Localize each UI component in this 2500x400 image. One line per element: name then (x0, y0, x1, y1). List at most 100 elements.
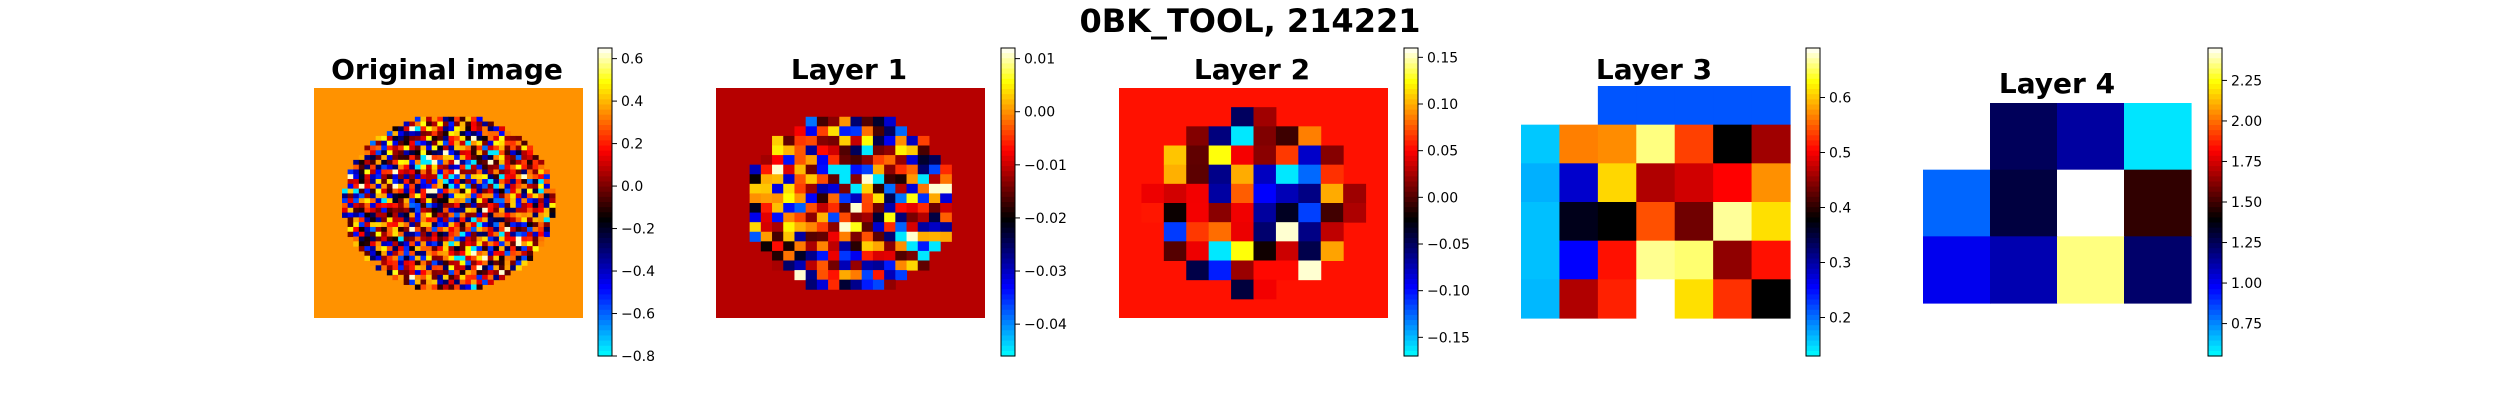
heatmap-cell (375, 179, 382, 185)
colorbar-gradient-step (598, 140, 612, 147)
heatmap-cell (543, 203, 550, 209)
colorbar-gradient-step (1404, 340, 1418, 347)
heatmap-cell (805, 126, 818, 137)
heatmap-cell (895, 250, 908, 261)
heatmap-cell (437, 159, 444, 166)
heatmap-cell (850, 164, 863, 175)
heatmap-cell (940, 212, 952, 223)
heatmap-cell (342, 207, 349, 214)
heatmap-cell (850, 270, 863, 281)
heatmap-cell (928, 212, 941, 223)
heatmap-cell (420, 164, 427, 170)
heatmap-cell (414, 246, 421, 252)
heatmap-cell (526, 174, 534, 180)
heatmap-cell (403, 164, 410, 170)
heatmap-cell (487, 270, 494, 276)
heatmap-cell (498, 207, 506, 214)
heatmap-cell (364, 226, 371, 233)
heatmap-cell (470, 121, 478, 127)
heatmap-cell (498, 222, 506, 228)
colorbar-gradient-step (598, 135, 612, 141)
heatmap-cell (482, 236, 489, 242)
colorbar-gradient-step (2208, 207, 2222, 213)
heatmap-cell (510, 203, 517, 209)
heatmap-cell (839, 145, 851, 156)
colorbar-gradient-step (1806, 73, 1820, 80)
heatmap-cell (1298, 164, 1322, 185)
heatmap-cell (437, 231, 444, 238)
heatmap-cell (398, 260, 405, 266)
heatmap-cell (409, 241, 416, 247)
heatmap-cell (454, 169, 461, 175)
heatmap-cell (532, 198, 539, 204)
heatmap-cell (470, 236, 478, 242)
heatmap-cell (342, 212, 349, 218)
heatmap-cell (917, 260, 930, 271)
colorbar-frame (1000, 47, 1016, 357)
heatmap-cell (510, 188, 517, 194)
heatmap-cell (526, 255, 534, 261)
heatmap-cell (358, 183, 365, 190)
colorbar-gradient-step (598, 181, 612, 188)
heatmap-cell (1597, 240, 1637, 280)
heatmap-cell (426, 131, 433, 137)
colorbar-tick-label: −0.6 (621, 307, 655, 323)
heatmap-cell (420, 121, 427, 127)
heatmap-cell (398, 226, 405, 233)
heatmap-cell (532, 159, 539, 166)
colorbar-gradient-step (1806, 196, 1820, 203)
heatmap-cell (526, 250, 534, 257)
heatmap-cell (403, 236, 410, 242)
heatmap-cell (760, 231, 773, 242)
heatmap-cell (370, 207, 377, 214)
colorbar-gradient-step (1404, 279, 1418, 285)
heatmap-cell (839, 183, 851, 194)
heatmap-cell (470, 260, 478, 266)
colorbar-gradient-step (1404, 237, 1418, 244)
heatmap-cell (526, 217, 534, 223)
heatmap-cell (442, 260, 449, 266)
heatmap-cell (1320, 203, 1344, 223)
heatmap-cell (420, 159, 427, 166)
heatmap-cell (375, 145, 382, 151)
heatmap-cell (498, 179, 506, 185)
heatmap-cell (521, 155, 528, 161)
heatmap-cell (543, 193, 550, 199)
heatmap-cell (1208, 145, 1232, 166)
heatmap-cell (403, 126, 410, 132)
heatmap-cell (426, 183, 433, 190)
colorbar-gradient-step (598, 263, 612, 270)
heatmap-cell (526, 198, 534, 204)
heatmap-cell (532, 207, 539, 214)
heatmap-cell (437, 174, 444, 180)
heatmap-cell (454, 179, 461, 185)
heatmap-cell (783, 241, 795, 252)
colorbar-gradient-step (1404, 196, 1418, 203)
heatmap-cell (358, 169, 365, 175)
heatmap-cell (364, 193, 371, 199)
heatmap-cell (459, 260, 466, 266)
heatmap-cell (794, 126, 807, 137)
heatmap-cell (426, 145, 433, 151)
heatmap-cell (515, 150, 522, 156)
heatmap-cell (370, 198, 377, 204)
heatmap-cell (1597, 279, 1637, 319)
colorbar-gradient-step (1404, 186, 1418, 193)
heatmap-cell (403, 241, 410, 247)
heatmap-cell (772, 203, 784, 214)
heatmap-cell (839, 126, 851, 137)
colorbar-gradient-step (1806, 119, 1820, 126)
colorbar-gradient-step (1806, 155, 1820, 162)
colorbar-gradient-step (2208, 237, 2222, 244)
heatmap-cell (454, 193, 461, 199)
colorbar-gradient-step (1404, 320, 1418, 326)
heatmap-cell (454, 174, 461, 180)
heatmap-cell (454, 155, 461, 161)
heatmap-cell (816, 231, 829, 242)
heatmap-cell (465, 131, 472, 137)
heatmap-cell (1253, 203, 1277, 223)
heatmap-cell (437, 126, 444, 132)
colorbar-tick-label: 0.05 (1427, 144, 1458, 160)
colorbar-gradient-step (1806, 289, 1820, 295)
colorbar-gradient-step (598, 186, 612, 193)
